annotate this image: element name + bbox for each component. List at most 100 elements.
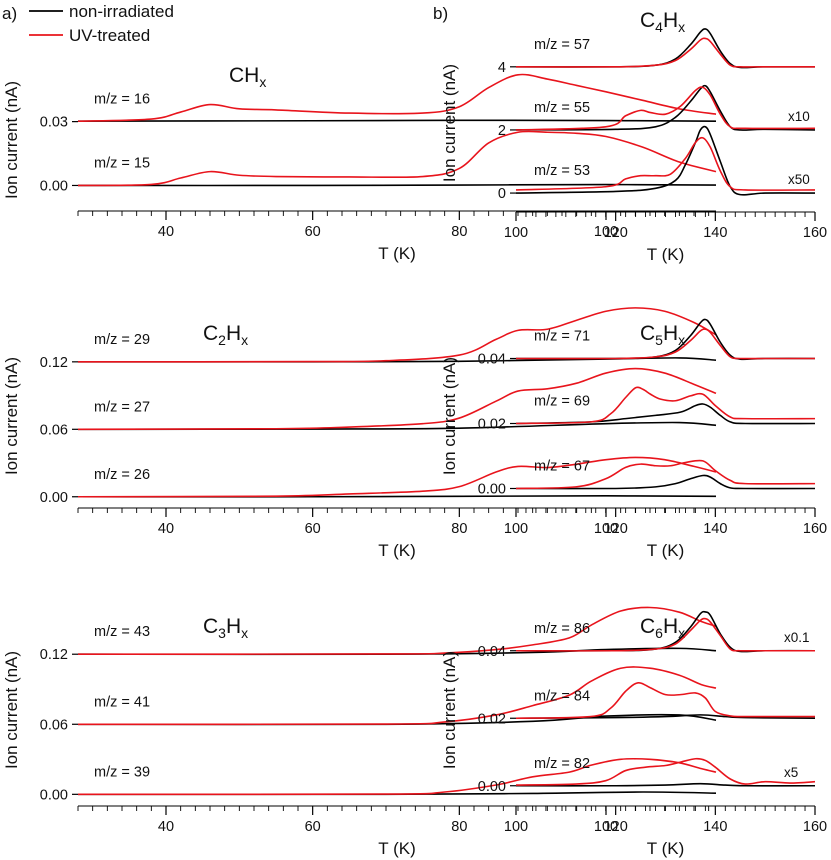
line-uv-treated (515, 86, 816, 131)
x-tick-label: 120 (604, 521, 628, 537)
line-non-irradiated (515, 125, 816, 196)
series-16: m/z = 16 (77, 73, 717, 122)
series-label: m/z = 27 (94, 399, 150, 415)
line-uv-treated (515, 386, 816, 425)
x-tick-label: 120 (604, 819, 628, 835)
x-axis-label: T (K) (647, 839, 684, 858)
x-tick-label: 80 (451, 521, 467, 537)
x-tick-label: 100 (594, 521, 618, 537)
y-tick-label: 0 (498, 186, 506, 202)
x-tick-label: 160 (803, 819, 827, 835)
series-label: m/z = 55 (534, 100, 590, 116)
y-tick-label: 0.12 (40, 647, 68, 663)
x-tick-label: 100 (504, 819, 528, 835)
series-label: m/z = 86 (534, 621, 590, 637)
series-label: m/z = 71 (534, 329, 590, 345)
line-non-irradiated (77, 183, 717, 187)
y-tick-label: 0.06 (40, 422, 68, 438)
series-82: m/z = 82 x5 (515, 756, 816, 787)
line-uv-treated (515, 617, 816, 652)
y-tick-label: 0.00 (478, 779, 506, 795)
x-axis-label: T (K) (647, 541, 684, 560)
line-non-irradiated (515, 474, 816, 490)
line-non-irradiated (77, 713, 717, 726)
x-tick-label: 100 (504, 521, 528, 537)
x-tick-label: 100 (504, 225, 528, 241)
series-label: m/z = 43 (94, 624, 150, 640)
line-uv-treated (77, 73, 717, 122)
y-tick-label: 0.00 (40, 490, 68, 506)
series-67: m/z = 67 (515, 459, 816, 490)
x-tick-label: 120 (604, 225, 628, 241)
line-uv-treated (515, 136, 816, 191)
series-label: m/z = 29 (94, 332, 150, 348)
legend-label-uv-treated: UV-treated (69, 26, 150, 45)
line-uv-treated (77, 130, 717, 187)
y-tick-label: 0.00 (40, 787, 68, 803)
legend-label-non-irradiated: non-irradiated (69, 2, 174, 21)
line-non-irradiated (77, 119, 717, 122)
line-uv-treated (77, 606, 717, 656)
chart-title: C3Hx (203, 615, 248, 641)
series-label: m/z = 15 (94, 155, 150, 171)
series-label: m/z = 82 (534, 756, 590, 772)
y-axis-label: Ion current (nA) (2, 81, 21, 199)
series-39: m/z = 39 (77, 757, 717, 796)
series-15: m/z = 15 (77, 130, 717, 187)
y-tick-label: 4 (498, 60, 506, 76)
line-uv-treated (515, 328, 815, 360)
series-29: m/z = 29 (77, 307, 717, 363)
line-uv-treated (77, 456, 717, 498)
chart-panel-2: C2Hx 40 60 80 100 T (K) 0.00 0.06 0.12 Ion curren… (2, 307, 717, 560)
scale-factor-label: x0.1 (784, 630, 810, 645)
x-axis-label: T (K) (647, 245, 684, 264)
y-tick-label: 0.00 (478, 482, 506, 498)
y-axis-label: Ion current (nA) (2, 651, 21, 769)
chart-title: C2Hx (203, 322, 248, 348)
x-axis-label: T (K) (378, 244, 415, 263)
series-label: m/z = 53 (534, 163, 590, 179)
series-69: m/z = 69 (515, 386, 816, 425)
x-tick-label: 100 (594, 224, 618, 240)
x-tick-label: 60 (305, 521, 321, 537)
series-55: m/z = 55 x10 (515, 84, 816, 131)
chart-title: C4Hx (640, 9, 685, 35)
series-label: m/z = 26 (94, 467, 150, 483)
x-tick-label: 40 (158, 224, 174, 240)
y-tick-label: 0.06 (40, 717, 68, 733)
line-uv-treated (515, 757, 816, 786)
series-43: m/z = 43 (77, 606, 717, 656)
series-label: m/z = 41 (94, 694, 150, 710)
line-uv-treated (77, 757, 717, 796)
chart-title: CHx (229, 64, 266, 90)
y-tick-label: 0.03 (40, 115, 68, 131)
series-84: m/z = 84 (515, 681, 816, 720)
x-tick-label: 160 (803, 521, 827, 537)
series-label: m/z = 16 (94, 92, 150, 108)
x-tick-label: 100 (594, 819, 618, 835)
y-tick-label: 0.00 (40, 178, 68, 194)
series-57: m/z = 57 (515, 28, 816, 69)
scale-factor-label: x5 (784, 765, 798, 780)
panel-letter-a: a) (2, 4, 17, 23)
y-tick-label: 0.12 (40, 355, 68, 371)
chart-panel-1: CHx 40 60 80 100 T (K) 0.00 0.03 Ion current (nA… (2, 64, 717, 263)
series-label: m/z = 84 (534, 688, 590, 704)
series-label: m/z = 57 (534, 37, 590, 53)
series-label: m/z = 67 (534, 459, 590, 475)
line-non-irradiated (515, 403, 816, 425)
line-uv-treated (77, 666, 717, 726)
scale-factor-label: x10 (788, 109, 810, 124)
x-axis-label: T (K) (378, 541, 415, 560)
line-non-irradiated (515, 84, 816, 131)
series-label: m/z = 69 (534, 394, 590, 410)
line-uv-treated (515, 37, 815, 68)
scale-factor-label: x50 (788, 172, 810, 187)
x-tick-label: 60 (305, 224, 321, 240)
x-tick-label: 80 (451, 224, 467, 240)
line-non-irradiated (515, 782, 816, 787)
